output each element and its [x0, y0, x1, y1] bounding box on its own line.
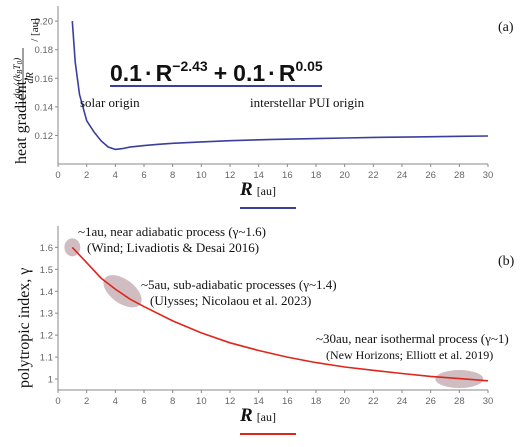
panel-a-y-fraction: dq / (kBT0) dR: [12, 48, 36, 108]
x-tick-label: 8: [170, 396, 175, 407]
y-tick-label: 1.5: [40, 265, 53, 276]
y-tick-label: 1.4: [40, 287, 53, 298]
x-tick-label: 6: [141, 396, 146, 407]
panel-b-y-label: polytropic index, γ: [16, 268, 33, 388]
x-tick-label: 2: [84, 396, 89, 407]
x-tick-label: 16: [282, 170, 293, 181]
panel-a-x-label: R [au]: [239, 179, 276, 200]
y-tick-label: 1.6: [40, 243, 53, 254]
x-tick-label: 14: [253, 170, 264, 181]
x-tick-label: 30: [483, 170, 494, 181]
region-2-label-line2: (Ulysses; Nicolaou et al. 2023): [150, 293, 311, 308]
y-tick-label: 0.14: [35, 102, 54, 113]
y-tick-label: 1: [48, 375, 53, 386]
annotation-solar-origin: solar origin: [80, 95, 140, 110]
x-tick-label: 14: [253, 396, 264, 407]
region-3-label-line2: (New Horizons; Elliott et al. 2019): [326, 348, 493, 362]
panel-a-y-ticks: 0.12 0.14 0.16 0.18 0.20: [35, 17, 58, 142]
panel-a-y-label: heat gradient,: [13, 77, 30, 164]
x-tick-label: 16: [282, 396, 293, 407]
panel-a-formula: 0.1 · R−2.43 +0.1 · R0.05: [110, 58, 323, 86]
x-tick-label: 24: [397, 396, 408, 407]
y-tick-label: 0.12: [35, 131, 54, 142]
x-tick-label: 8: [170, 170, 175, 181]
x-tick-label: 10: [196, 170, 207, 181]
y-tick-label: 1.2: [40, 331, 53, 342]
y-fraction-denominator: dR: [25, 72, 36, 83]
y-tick-label: 0.16: [35, 74, 54, 85]
x-tick-label: 0: [55, 170, 60, 181]
region-1-label-line1: ~1au, near adiabatic process (γ~1.6): [78, 224, 266, 239]
y-tick-label: 0.20: [35, 17, 54, 28]
x-tick-label: 12: [225, 396, 236, 407]
x-tick-label: 24: [397, 170, 408, 181]
panel-a-label: (a): [498, 20, 514, 35]
panel-b: 0 2 4 6 8 10 12 14 16 18 20 22 24 26 28 30 11.11.21.31.…: [16, 224, 515, 435]
region-1-label-line2: (Wind; Livadiotis & Desai 2016): [87, 240, 259, 255]
x-tick-label: 28: [454, 170, 465, 181]
panel-b-x-ticks: 0 2 4 6 8 10 12 14 16 18 20 22 24 26 28 30: [55, 390, 493, 407]
x-tick-label: 2: [84, 170, 89, 181]
x-tick-label: 18: [311, 170, 322, 181]
x-tick-label: 6: [141, 170, 146, 181]
region-3-label-line1: ~30au, near isothermal process (γ~1): [316, 331, 509, 346]
y-tick-label: 0.18: [35, 45, 54, 56]
x-tick-label: 30: [483, 396, 494, 407]
panel-b-x-label: R [au]: [239, 405, 276, 426]
panel-a-y-unit: / [au]: [29, 18, 41, 42]
region-ellipse-2: [103, 275, 142, 308]
x-tick-label: 20: [339, 170, 350, 181]
x-tick-label: 18: [311, 396, 322, 407]
x-tick-label: 26: [425, 170, 436, 181]
panel-a: 0 2 4 6 8 10 12 14 16 18 20 22 24 26 28 30 0.120.140.16…: [12, 6, 514, 209]
x-tick-label: 26: [425, 396, 436, 407]
x-tick-label: 4: [113, 170, 118, 181]
panel-a-x-ticks: 0 2 4 6 8 10 12 14 16 18 20 22 24 26 28 30: [55, 164, 493, 181]
panel-b-y-ticks: 1 1.1 1.2 1.3 1.4 1.5 1.6: [40, 243, 58, 386]
y-tick-label: 1.3: [40, 309, 53, 320]
x-tick-label: 12: [225, 170, 236, 181]
x-tick-label: 10: [196, 396, 207, 407]
panel-b-series-line: [71, 246, 489, 382]
panel-b-regions: [64, 238, 484, 389]
x-tick-label: 20: [339, 396, 350, 407]
y-fraction-numerator: dq / (kBT0): [12, 58, 24, 99]
annotation-interstellar-pui-origin: interstellar PUI origin: [250, 95, 365, 110]
x-tick-label: 0: [55, 396, 60, 407]
panel-a-y-label-text: heat gradient,: [13, 77, 30, 164]
x-tick-label: 22: [368, 396, 379, 407]
x-tick-label: 28: [454, 396, 465, 407]
x-tick-label: 22: [368, 170, 379, 181]
panel-b-label: (b): [498, 254, 515, 269]
panel-a-series-line: [71, 21, 489, 151]
x-tick-label: 4: [113, 396, 118, 407]
y-tick-label: 1.1: [40, 353, 53, 364]
region-2-label-line1: ~5au, sub-adiabatic processes (γ~1.4): [141, 277, 337, 292]
